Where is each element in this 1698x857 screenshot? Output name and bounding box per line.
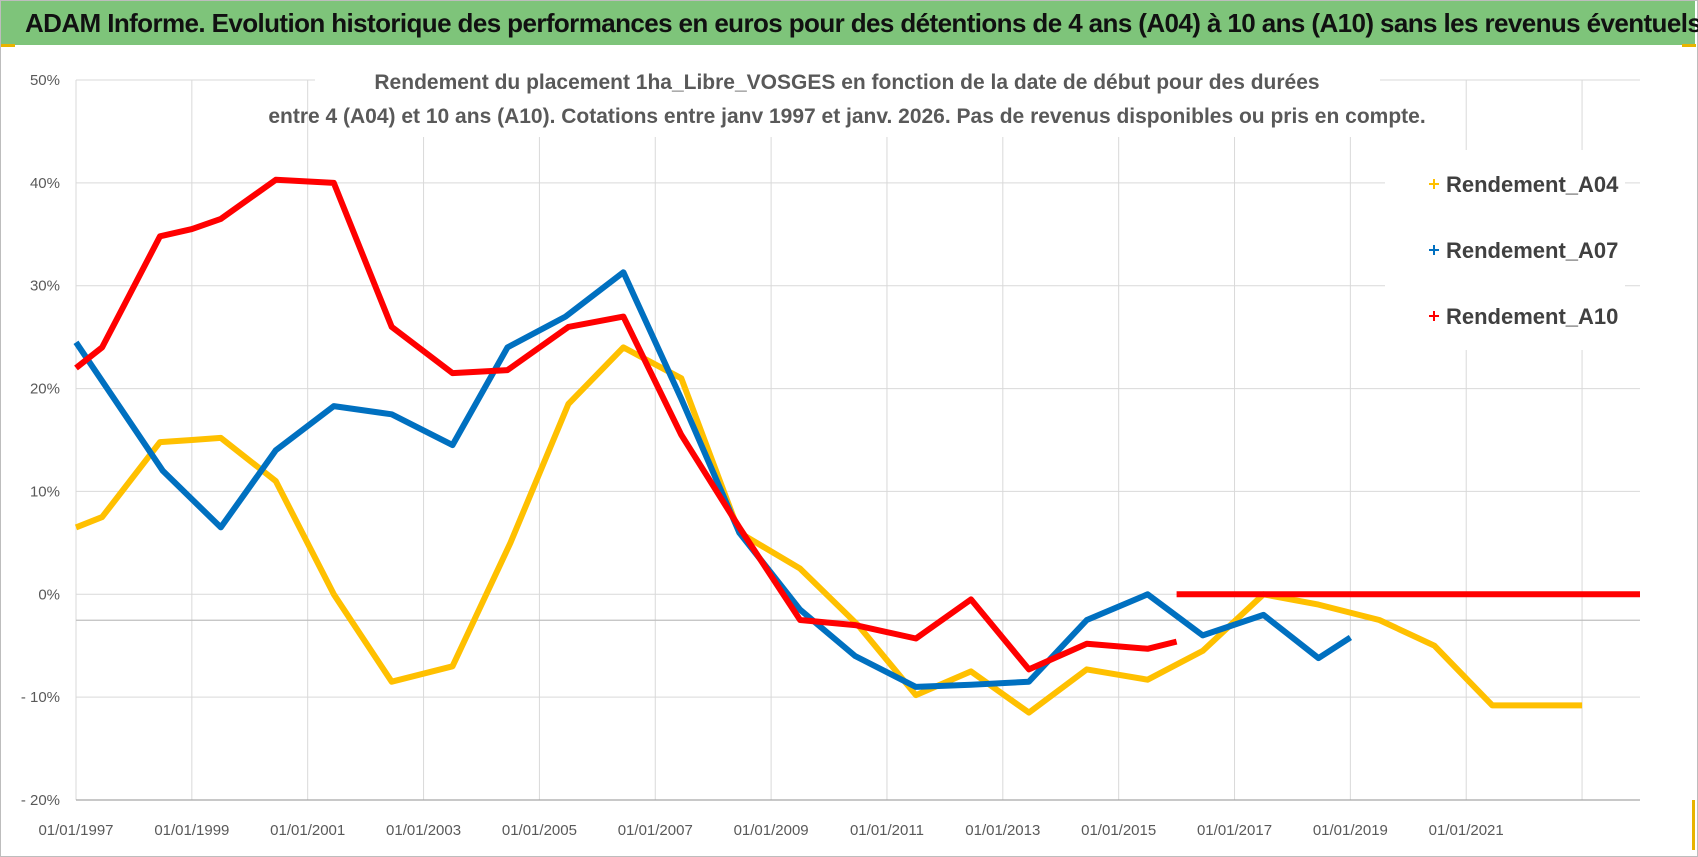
legend-label: Rendement_A04 xyxy=(1446,172,1619,197)
x-tick-label: 01/01/1997 xyxy=(38,822,113,839)
corner-mark-top-right xyxy=(1682,44,1696,47)
x-tick-label: 01/01/2021 xyxy=(1429,822,1504,839)
y-tick-label: 0% xyxy=(38,586,60,603)
legend-label: Rendement_A07 xyxy=(1446,238,1618,263)
x-tick-label: 01/01/2003 xyxy=(386,822,461,839)
legend: Rendement_A04 Rendement_A07 Rendement_A10 xyxy=(1385,150,1625,350)
y-tick-label: - 20% xyxy=(21,792,60,809)
x-tick-label: 01/01/2007 xyxy=(618,822,693,839)
series-line-a10 xyxy=(74,176,1178,673)
y-tick-label: 30% xyxy=(30,278,60,295)
y-tick-label: 50% xyxy=(30,72,60,89)
legend-item: Rendement_A07 xyxy=(1429,238,1618,263)
y-tick-label: 10% xyxy=(30,483,60,500)
x-tick-label: 01/01/2005 xyxy=(502,822,577,839)
x-axis-tick-labels: 01/01/1997 01/01/1999 01/01/2001 01/01/2003… xyxy=(38,822,1503,839)
legend-background xyxy=(1385,150,1625,350)
x-tick-label: 01/01/2013 xyxy=(965,822,1040,839)
x-tick-label: 01/01/2015 xyxy=(1081,822,1156,839)
y-axis-tick-labels: 50% 40% 30% 20% 10% 0% - 10% - 20% xyxy=(21,72,60,809)
series-line-a07 xyxy=(73,269,1353,690)
y-tick-label: 40% xyxy=(30,175,60,192)
series-line-a04 xyxy=(74,344,1583,716)
y-tick-label: 20% xyxy=(30,381,60,398)
x-tick-label: 01/01/1999 xyxy=(154,822,229,839)
legend-item: Rendement_A10 xyxy=(1429,304,1618,329)
y-tick-label: - 10% xyxy=(21,689,60,706)
header-title: ADAM Informe. Evolution historique des p… xyxy=(25,8,1698,38)
corner-mark-top-left xyxy=(1,44,15,47)
chart-title-background xyxy=(315,62,1380,137)
x-tick-label: 01/01/2001 xyxy=(270,822,345,839)
x-tick-label: 01/01/2017 xyxy=(1197,822,1272,839)
header-banner: ADAM Informe. Evolution historique des p… xyxy=(1,1,1698,45)
corner-mark-right xyxy=(1692,800,1695,850)
series-lines xyxy=(73,176,1640,716)
x-tick-label: 01/01/2019 xyxy=(1313,822,1388,839)
legend-item: Rendement_A04 xyxy=(1429,172,1619,197)
chart-title-line-2: entre 4 (A04) et 10 ans (A10). Cotations… xyxy=(268,105,1425,128)
chart-title-line-1: Rendement du placement 1ha_Libre_VOSGES … xyxy=(374,71,1319,94)
legend-label: Rendement_A10 xyxy=(1446,304,1618,329)
x-tick-label: 01/01/2009 xyxy=(734,822,809,839)
x-tick-label: 01/01/2011 xyxy=(850,822,924,839)
